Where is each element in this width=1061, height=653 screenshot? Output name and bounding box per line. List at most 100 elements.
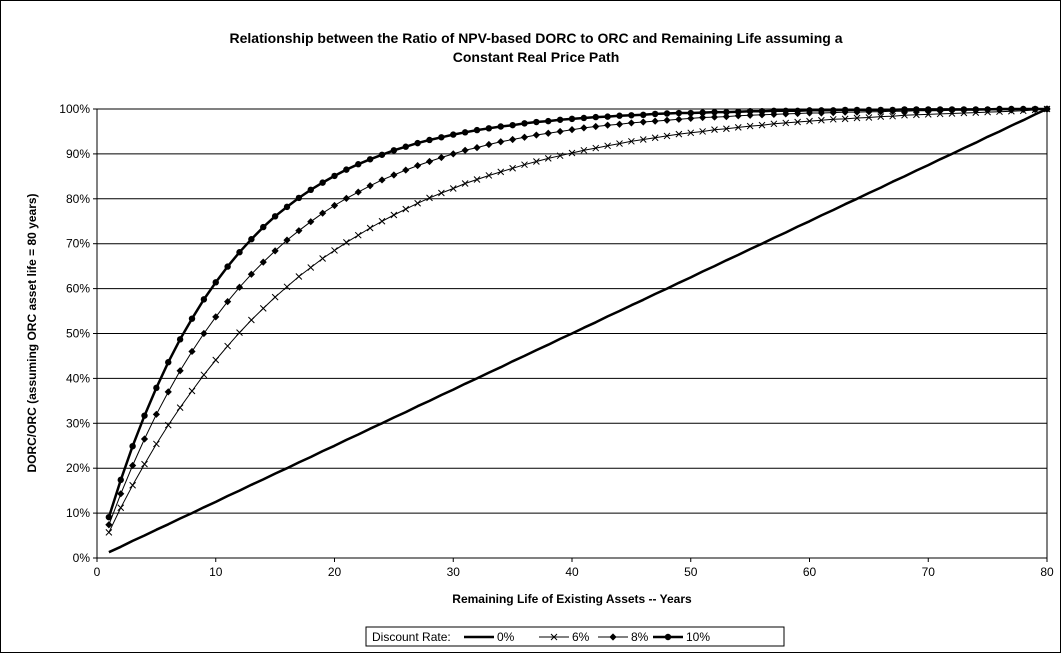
data-point-rate-8pct <box>770 110 778 118</box>
data-point-rate-8pct <box>283 236 291 244</box>
data-point-rate-6pct <box>568 149 576 157</box>
data-point-rate-8pct <box>651 117 659 125</box>
legend-label-rate-10pct: 10% <box>686 630 710 644</box>
data-point-rate-6pct <box>853 114 861 122</box>
data-point-rate-10pct <box>117 476 124 484</box>
data-point-rate-6pct <box>651 134 659 142</box>
data-point-rate-10pct <box>604 113 611 120</box>
data-point-rate-10pct <box>153 384 160 392</box>
data-point-legend-rate-8pct <box>609 633 617 641</box>
data-point-rate-10pct <box>640 111 647 119</box>
data-point-rate-8pct <box>378 176 386 184</box>
data-point-rate-10pct <box>497 123 504 130</box>
data-point-rate-8pct <box>699 113 707 122</box>
legend-label-rate-8pct: 8% <box>631 630 649 644</box>
x-tick-label: 40 <box>565 565 579 579</box>
y-tick-label: 50% <box>66 327 90 341</box>
data-point-rate-10pct <box>960 106 968 113</box>
y-axis-title: DORC/ORC (assuming ORC asset life = 80 y… <box>25 193 39 472</box>
data-point-rate-6pct <box>699 128 706 135</box>
data-point-rate-10pct <box>972 106 979 113</box>
data-point-rate-10pct <box>794 107 801 114</box>
data-point-rate-8pct <box>354 188 362 196</box>
data-point-rate-6pct <box>200 371 208 379</box>
data-point-rate-10pct <box>283 203 291 211</box>
data-point-rate-6pct <box>402 205 410 213</box>
x-tick-label: 0 <box>94 565 101 579</box>
data-point-rate-8pct <box>627 119 635 127</box>
series-line-rate-6pct <box>108 108 1048 533</box>
data-point-rate-10pct <box>378 151 386 158</box>
data-point-rate-10pct <box>1031 105 1039 113</box>
data-point-rate-8pct <box>461 146 469 154</box>
data-point-rate-6pct <box>782 119 790 127</box>
data-point-rate-6pct <box>176 404 184 411</box>
data-point-rate-6pct <box>141 460 148 468</box>
x-tick-label: 60 <box>803 565 817 579</box>
data-point-rate-8pct <box>212 313 220 321</box>
data-point-rate-6pct <box>188 387 196 395</box>
data-point-rate-10pct <box>770 107 778 114</box>
data-point-rate-10pct <box>936 106 944 113</box>
data-point-rate-8pct <box>663 116 671 124</box>
data-point-rate-10pct <box>877 106 884 114</box>
data-point-rate-6pct <box>544 155 552 162</box>
data-point-rate-6pct <box>841 115 849 123</box>
data-point-rate-6pct <box>794 118 801 126</box>
data-point-rate-10pct <box>925 106 932 113</box>
data-point-rate-8pct <box>259 258 267 266</box>
y-tick-label: 30% <box>66 416 90 430</box>
data-point-rate-6pct <box>711 126 718 134</box>
data-point-rate-10pct <box>699 109 706 116</box>
data-point-rate-8pct <box>604 121 612 129</box>
data-point-rate-8pct <box>295 227 303 235</box>
data-point-rate-10pct <box>675 109 683 117</box>
data-point-rate-10pct <box>901 106 908 113</box>
data-point-rate-10pct <box>746 108 754 115</box>
x-tick-label: 20 <box>328 565 342 579</box>
data-point-rate-8pct <box>568 126 576 134</box>
data-point-rate-6pct <box>105 529 113 536</box>
data-point-rate-10pct <box>260 223 267 231</box>
data-point-rate-8pct <box>532 131 540 139</box>
data-point-rate-6pct <box>723 125 730 133</box>
data-point-rate-10pct <box>556 116 564 123</box>
y-tick-label: 70% <box>66 237 90 251</box>
y-tick-label: 0% <box>73 551 91 565</box>
data-point-rate-6pct <box>354 231 362 239</box>
data-point-rate-10pct <box>355 161 362 168</box>
data-point-rate-6pct <box>319 255 326 262</box>
data-point-rate-10pct <box>663 110 671 117</box>
data-point-rate-6pct <box>378 217 386 225</box>
data-point-rate-6pct <box>426 194 433 202</box>
data-point-rate-8pct <box>224 298 232 306</box>
data-point-rate-6pct <box>521 161 528 169</box>
data-point-rate-6pct <box>746 122 754 130</box>
data-point-rate-6pct <box>461 180 469 187</box>
data-point-rate-6pct <box>224 342 231 350</box>
data-point-rate-10pct <box>853 106 861 114</box>
x-tick-label: 70 <box>922 565 936 579</box>
data-point-rate-6pct <box>734 124 742 131</box>
data-point-rate-6pct <box>865 114 873 121</box>
y-tick-label: 40% <box>66 371 90 385</box>
data-point-rate-6pct <box>663 132 671 140</box>
data-point-rate-8pct <box>425 157 434 166</box>
data-point-rate-10pct <box>735 108 742 115</box>
data-point-rate-6pct <box>473 176 481 183</box>
x-tick-label: 80 <box>1040 565 1054 579</box>
data-point-rate-6pct <box>485 172 493 179</box>
data-point-rate-10pct <box>711 108 718 116</box>
data-point-rate-10pct <box>533 118 540 126</box>
data-point-rate-8pct <box>639 118 647 126</box>
data-point-rate-10pct <box>628 112 635 119</box>
data-point-rate-10pct <box>176 336 184 343</box>
data-point-rate-6pct <box>687 129 695 137</box>
data-point-rate-8pct <box>687 114 695 123</box>
data-point-rate-6pct <box>580 146 588 154</box>
y-tick-label: 90% <box>66 147 90 161</box>
data-point-rate-6pct <box>414 199 421 207</box>
data-point-rate-8pct <box>129 461 137 470</box>
data-point-rate-6pct <box>129 481 136 489</box>
